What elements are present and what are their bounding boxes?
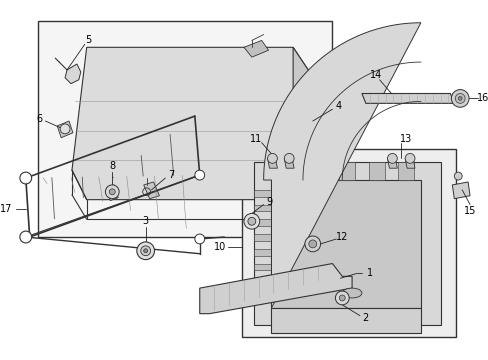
Text: 17: 17 (0, 204, 12, 215)
Text: 7: 7 (168, 170, 174, 180)
Polygon shape (72, 47, 312, 200)
Text: 16: 16 (476, 93, 488, 103)
Polygon shape (386, 158, 396, 168)
Polygon shape (253, 162, 440, 325)
Circle shape (194, 234, 204, 244)
Circle shape (305, 236, 320, 252)
Circle shape (284, 153, 293, 163)
Polygon shape (368, 162, 384, 180)
Text: 5: 5 (85, 35, 92, 45)
Circle shape (450, 90, 468, 107)
Bar (38, 21, 332, 237)
Circle shape (405, 153, 414, 163)
Polygon shape (271, 180, 420, 308)
Circle shape (244, 213, 259, 229)
Circle shape (454, 94, 464, 103)
Polygon shape (253, 291, 271, 298)
Circle shape (247, 217, 255, 225)
Circle shape (141, 246, 150, 256)
Text: 12: 12 (335, 232, 348, 242)
Text: 9: 9 (266, 197, 272, 207)
Polygon shape (271, 308, 420, 333)
Circle shape (105, 185, 119, 199)
Circle shape (137, 242, 154, 260)
Polygon shape (143, 182, 159, 199)
Text: 14: 14 (369, 70, 381, 80)
Polygon shape (280, 162, 295, 180)
Circle shape (339, 295, 345, 301)
Polygon shape (253, 190, 271, 197)
Text: 10: 10 (214, 242, 226, 252)
Text: 1: 1 (366, 268, 372, 278)
Circle shape (386, 153, 396, 163)
Polygon shape (339, 162, 354, 180)
Circle shape (109, 189, 115, 195)
Circle shape (453, 172, 461, 180)
Polygon shape (244, 40, 268, 57)
Polygon shape (253, 204, 271, 211)
Text: 13: 13 (399, 134, 411, 144)
Polygon shape (253, 219, 271, 226)
Text: 2: 2 (362, 312, 368, 323)
Circle shape (20, 172, 32, 184)
Polygon shape (253, 234, 271, 241)
Circle shape (143, 249, 147, 253)
Polygon shape (309, 162, 325, 180)
Polygon shape (284, 158, 293, 168)
Polygon shape (253, 249, 271, 256)
Circle shape (194, 170, 204, 180)
Polygon shape (451, 182, 469, 199)
Bar (242, 149, 455, 337)
Polygon shape (57, 121, 73, 138)
Polygon shape (253, 264, 271, 270)
Text: 15: 15 (463, 206, 475, 216)
Polygon shape (405, 158, 414, 168)
Text: 11: 11 (249, 134, 262, 144)
Circle shape (308, 240, 316, 248)
Polygon shape (253, 278, 271, 285)
Polygon shape (65, 64, 81, 84)
Polygon shape (263, 23, 420, 308)
Circle shape (267, 153, 277, 163)
Polygon shape (397, 162, 413, 180)
Text: 6: 6 (37, 114, 42, 124)
Circle shape (60, 124, 70, 134)
Text: 4: 4 (335, 101, 341, 111)
Circle shape (335, 291, 348, 305)
Ellipse shape (342, 288, 361, 298)
Circle shape (457, 96, 461, 100)
Polygon shape (199, 264, 351, 314)
Polygon shape (361, 94, 453, 103)
Polygon shape (106, 185, 118, 201)
Text: 3: 3 (142, 216, 148, 226)
Polygon shape (292, 47, 312, 200)
Circle shape (20, 231, 32, 243)
Polygon shape (267, 158, 277, 168)
Text: 8: 8 (109, 161, 115, 171)
